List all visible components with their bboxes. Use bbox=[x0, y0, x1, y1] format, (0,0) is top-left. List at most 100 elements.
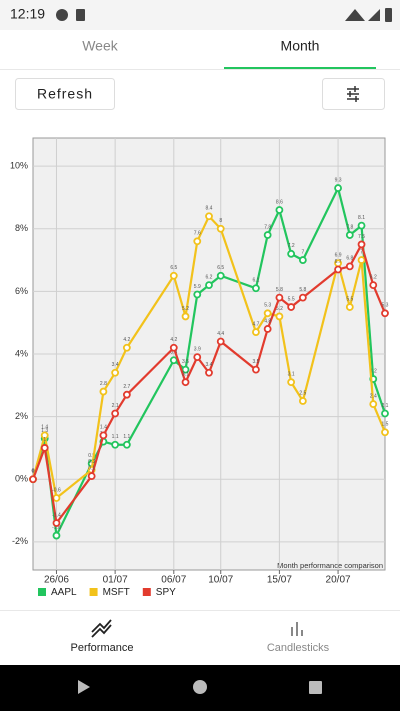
data-label: 7 bbox=[301, 249, 304, 255]
y-tick-label: -2% bbox=[12, 536, 28, 546]
x-tick-label: 06/07 bbox=[161, 575, 186, 586]
data-point bbox=[275, 312, 284, 321]
y-tick-label: 10% bbox=[10, 161, 28, 171]
data-label: -0.6 bbox=[52, 487, 61, 493]
legend-label: SPY bbox=[156, 587, 176, 598]
data-label: 7 bbox=[360, 249, 363, 255]
data-point bbox=[111, 368, 120, 377]
series-line bbox=[31, 214, 387, 501]
recents-button[interactable] bbox=[309, 681, 322, 694]
data-label: 5.8 bbox=[276, 287, 283, 293]
data-label: -1.4 bbox=[52, 512, 61, 518]
data-point bbox=[216, 271, 225, 280]
data-label: 5.8 bbox=[299, 287, 306, 293]
legend-swatch bbox=[89, 588, 98, 596]
data-point bbox=[40, 444, 49, 452]
nav-candlesticks[interactable]: Candlesticks bbox=[267, 642, 330, 654]
data-label: 3.4 bbox=[206, 362, 213, 368]
data-label: 2.1 bbox=[382, 403, 389, 409]
back-button[interactable] bbox=[78, 680, 90, 694]
x-tick-label: 01/07 bbox=[103, 575, 128, 586]
data-point bbox=[381, 409, 389, 418]
data-point bbox=[99, 431, 108, 440]
refresh-button[interactable] bbox=[15, 78, 115, 110]
data-point bbox=[357, 240, 366, 249]
data-point bbox=[181, 312, 190, 321]
data-label: 2.4 bbox=[370, 393, 377, 399]
data-point bbox=[298, 397, 307, 405]
data-label: 3.5 bbox=[182, 359, 189, 365]
data-label: 2.1 bbox=[112, 403, 119, 409]
data-label: 8.6 bbox=[276, 199, 283, 205]
nav-performance[interactable]: Performance bbox=[71, 642, 134, 654]
data-point bbox=[287, 249, 296, 258]
data-label: 9.3 bbox=[335, 177, 342, 183]
data-label: 1.4 bbox=[100, 425, 107, 431]
data-label: 0.1 bbox=[88, 465, 95, 471]
tab-week[interactable]: Week bbox=[82, 38, 119, 54]
data-point bbox=[169, 343, 178, 352]
data-label: 1 bbox=[43, 437, 46, 443]
data-label: 5.5 bbox=[288, 296, 295, 302]
data-label: 4.7 bbox=[252, 321, 259, 327]
data-label: 5.2 bbox=[182, 306, 189, 312]
data-label: 5.3 bbox=[264, 303, 271, 309]
data-point bbox=[334, 265, 342, 274]
series-line bbox=[31, 241, 387, 526]
data-point bbox=[252, 365, 260, 374]
data-label: 6.8 bbox=[346, 256, 353, 262]
data-point bbox=[169, 356, 178, 365]
status-icon bbox=[76, 9, 85, 21]
data-point bbox=[252, 328, 260, 336]
data-label: 7.6 bbox=[194, 231, 201, 237]
data-label: 1.3 bbox=[41, 428, 48, 434]
data-point bbox=[193, 353, 202, 362]
data-label: 8.4 bbox=[206, 206, 213, 212]
data-label: 2.7 bbox=[123, 384, 130, 390]
home-button[interactable] bbox=[193, 680, 207, 694]
signal-icon bbox=[368, 9, 380, 21]
data-point bbox=[87, 472, 96, 480]
data-point bbox=[381, 428, 389, 437]
data-label: -1.8 bbox=[52, 525, 61, 531]
filter-icon bbox=[347, 86, 359, 102]
data-label: 6.9 bbox=[335, 253, 342, 259]
y-tick-label: 2% bbox=[15, 411, 28, 421]
data-point bbox=[345, 231, 354, 239]
data-point bbox=[122, 440, 131, 449]
data-label: 1.4 bbox=[41, 425, 48, 431]
data-label: 5.3 bbox=[382, 303, 389, 309]
data-label: 6.2 bbox=[206, 274, 213, 280]
data-point bbox=[111, 440, 120, 449]
data-label: 2.5 bbox=[299, 390, 306, 396]
data-label: 3.4 bbox=[112, 362, 119, 368]
data-point bbox=[52, 494, 61, 502]
y-tick-label: 6% bbox=[15, 286, 28, 296]
data-label: 4.4 bbox=[217, 331, 224, 337]
legend-label: MSFT bbox=[103, 587, 130, 598]
data-label: 0 bbox=[32, 469, 35, 475]
data-point bbox=[369, 400, 378, 408]
data-label: 6.1 bbox=[252, 278, 259, 284]
data-point bbox=[29, 475, 37, 484]
data-label: 6.5 bbox=[170, 265, 177, 271]
data-point bbox=[263, 231, 272, 239]
data-point bbox=[40, 431, 49, 440]
x-tick-label: 15/07 bbox=[267, 575, 292, 586]
data-point bbox=[287, 378, 296, 387]
data-label: 0 bbox=[32, 469, 35, 475]
data-label: 5.5 bbox=[346, 296, 353, 302]
data-label: 5.2 bbox=[276, 306, 283, 312]
legend-label: AAPL bbox=[51, 587, 77, 598]
data-point bbox=[298, 293, 307, 302]
data-point bbox=[298, 256, 307, 264]
tab-month[interactable]: Month bbox=[281, 38, 320, 54]
data-label: 6.5 bbox=[217, 265, 224, 271]
data-point bbox=[205, 212, 213, 221]
data-point bbox=[122, 343, 131, 352]
candlestick-icon bbox=[291, 622, 303, 636]
data-point bbox=[357, 221, 366, 230]
data-label: 7.5 bbox=[358, 234, 365, 240]
data-label: 3.1 bbox=[288, 372, 295, 378]
